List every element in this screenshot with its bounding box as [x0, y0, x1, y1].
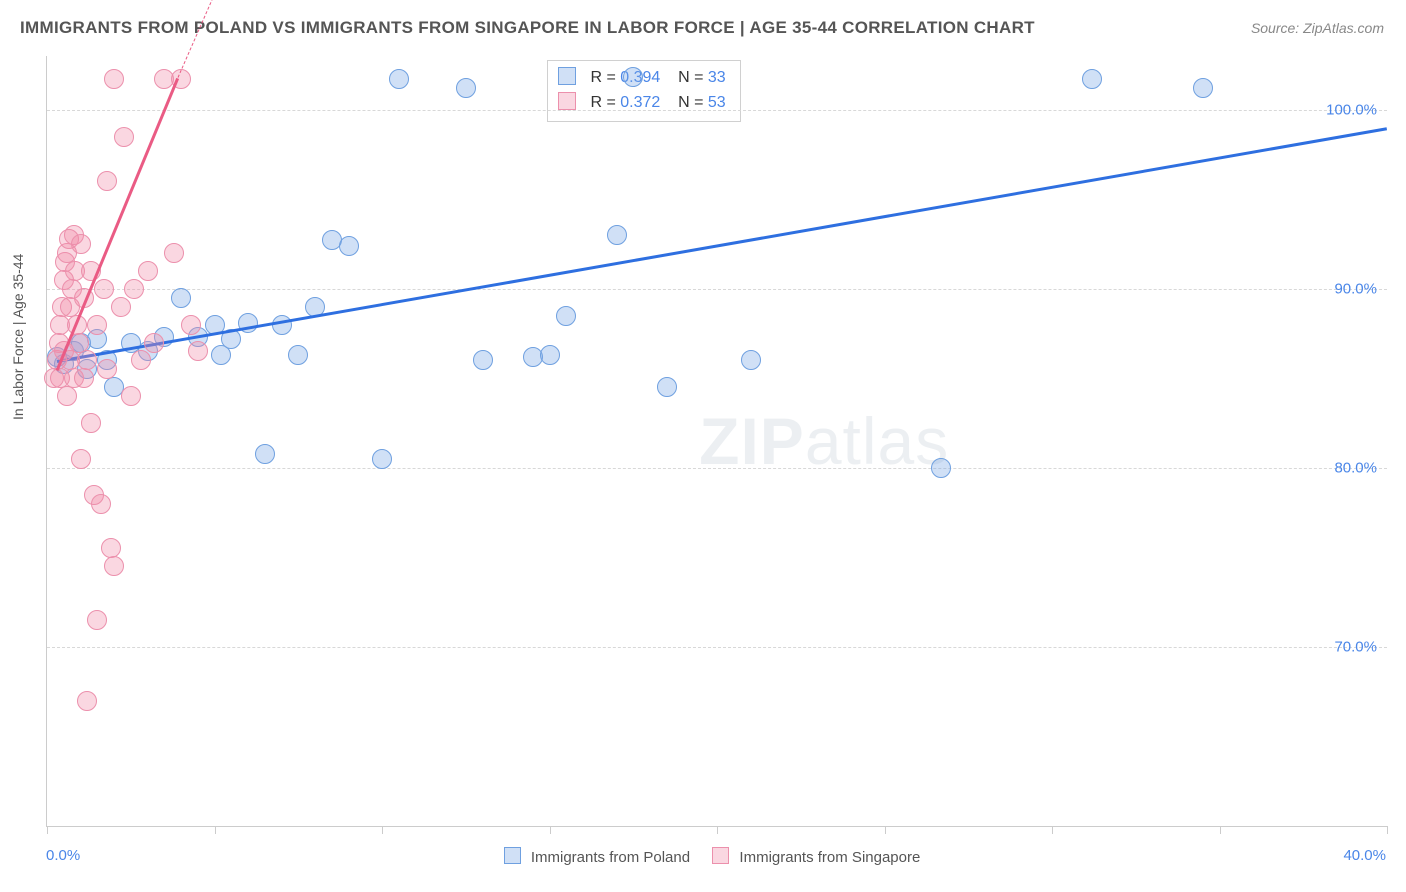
- data-point: [473, 350, 493, 370]
- n-value-poland: 33: [708, 69, 726, 86]
- grid-line: [47, 289, 1387, 290]
- data-point: [931, 458, 951, 478]
- y-tick-label: 90.0%: [1334, 280, 1377, 297]
- legend-label-poland: Immigrants from Poland: [531, 849, 690, 866]
- data-point: [1193, 78, 1213, 98]
- trend-line: [57, 128, 1387, 364]
- data-point: [171, 288, 191, 308]
- grid-line: [47, 468, 1387, 469]
- x-tick: [885, 826, 886, 834]
- n-label: N =: [678, 94, 703, 111]
- data-point: [97, 359, 117, 379]
- x-tick: [717, 826, 718, 834]
- data-point: [121, 386, 141, 406]
- data-point: [255, 444, 275, 464]
- x-tick: [215, 826, 216, 834]
- n-value-singapore: 53: [708, 94, 726, 111]
- x-tick: [1052, 826, 1053, 834]
- data-point: [188, 341, 208, 361]
- data-point: [741, 350, 761, 370]
- data-point: [104, 69, 124, 89]
- data-point: [81, 413, 101, 433]
- legend-swatch-singapore: [558, 92, 576, 110]
- source-attribution: Source: ZipAtlas.com: [1251, 20, 1384, 36]
- series-legend: Immigrants from Poland Immigrants from S…: [0, 847, 1406, 866]
- grid-line: [47, 110, 1387, 111]
- data-point: [138, 261, 158, 281]
- r-label: R =: [590, 69, 615, 86]
- data-point: [124, 279, 144, 299]
- data-point: [1082, 69, 1102, 89]
- data-point: [372, 449, 392, 469]
- n-label: N =: [678, 69, 703, 86]
- data-point: [164, 243, 184, 263]
- data-point: [556, 306, 576, 326]
- y-axis-label: In Labor Force | Age 35-44: [10, 254, 26, 420]
- legend-label-singapore: Immigrants from Singapore: [739, 849, 920, 866]
- x-tick: [382, 826, 383, 834]
- r-value-singapore: 0.372: [620, 94, 660, 111]
- data-point: [87, 315, 107, 335]
- data-point: [339, 236, 359, 256]
- data-point: [71, 234, 91, 254]
- data-point: [104, 556, 124, 576]
- x-tick: [550, 826, 551, 834]
- y-tick-label: 100.0%: [1326, 101, 1377, 118]
- data-point: [71, 449, 91, 469]
- data-point: [77, 350, 97, 370]
- data-point: [91, 494, 111, 514]
- grid-line: [47, 647, 1387, 648]
- y-tick-label: 80.0%: [1334, 459, 1377, 476]
- data-point: [114, 127, 134, 147]
- legend-swatch-singapore: [712, 847, 729, 864]
- data-point: [97, 171, 117, 191]
- data-point: [87, 610, 107, 630]
- data-point: [540, 345, 560, 365]
- data-point: [144, 333, 164, 353]
- data-point: [456, 78, 476, 98]
- r-label: R =: [590, 94, 615, 111]
- scatter-plot-area: ZIPatlas R = 0.394 N = 33 R = 0.372 N = …: [46, 56, 1387, 827]
- correlation-legend: R = 0.394 N = 33 R = 0.372 N = 53: [547, 60, 741, 122]
- legend-swatch-poland: [504, 847, 521, 864]
- data-point: [181, 315, 201, 335]
- y-tick-label: 70.0%: [1334, 638, 1377, 655]
- trend-line: [177, 0, 215, 78]
- data-point: [94, 279, 114, 299]
- data-point: [77, 691, 97, 711]
- data-point: [111, 297, 131, 317]
- data-point: [131, 350, 151, 370]
- data-point: [607, 225, 627, 245]
- data-point: [389, 69, 409, 89]
- chart-title: IMMIGRANTS FROM POLAND VS IMMIGRANTS FRO…: [20, 18, 1035, 38]
- data-point: [657, 377, 677, 397]
- x-tick: [47, 826, 48, 834]
- legend-row-singapore: R = 0.372 N = 53: [558, 91, 726, 116]
- data-point: [623, 67, 643, 87]
- legend-swatch-poland: [558, 67, 576, 85]
- data-point: [288, 345, 308, 365]
- data-point: [101, 538, 121, 558]
- data-point: [57, 386, 77, 406]
- x-tick: [1220, 826, 1221, 834]
- data-point: [74, 368, 94, 388]
- x-tick: [1387, 826, 1388, 834]
